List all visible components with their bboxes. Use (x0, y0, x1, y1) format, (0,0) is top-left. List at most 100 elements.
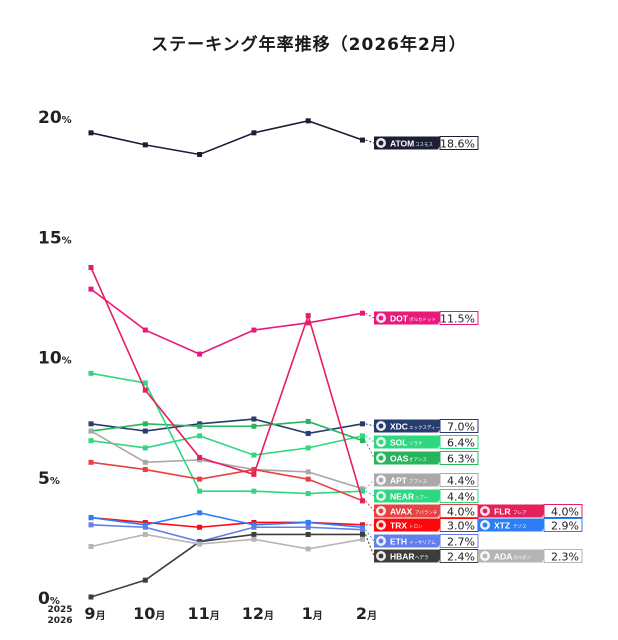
tag-value-box (543, 549, 583, 563)
tag-code: FLR (494, 507, 511, 517)
leader-line (365, 440, 375, 459)
tag-background (374, 534, 444, 548)
data-point (142, 467, 148, 473)
data-point (197, 455, 203, 461)
data-point (360, 421, 365, 427)
tag-value: 2.7% (447, 536, 475, 549)
data-point (88, 522, 94, 528)
tag-code: APT (390, 476, 408, 486)
tag-name: トロン (409, 524, 423, 530)
data-point (88, 130, 94, 136)
data-point (305, 418, 311, 424)
leader-line (365, 139, 375, 144)
data-point (305, 118, 311, 124)
legend-tag-trx: TRX トロン 3.0% (365, 518, 479, 533)
icon-dot (378, 553, 384, 559)
tag-code: XDC (390, 422, 408, 432)
y-tick-label: 15% (38, 228, 72, 248)
icon-dot (378, 508, 384, 514)
tag-name: アバランチ (415, 510, 438, 516)
icon-dot (378, 538, 384, 544)
tag-value: 4.4% (447, 475, 475, 488)
icon-dot (482, 522, 488, 528)
data-point (305, 469, 311, 475)
data-point (88, 370, 94, 376)
data-point (305, 476, 311, 482)
series-line-dot (90, 288, 363, 355)
tag-background (374, 451, 444, 465)
data-point (142, 421, 148, 427)
tag-value-box (439, 419, 479, 433)
series-line-avax (90, 461, 363, 502)
tag-name: ニアー (415, 495, 429, 501)
legend-tag-avax: AVAX アバランチ 4.0% (365, 500, 479, 519)
tag-background (374, 518, 444, 532)
tag-value-box (439, 311, 479, 325)
legend-tags: ATOM コスモス 18.6% DOT ポルカドット 11.5% XDC エックスディーシー7… (365, 136, 583, 564)
data-point (142, 142, 148, 148)
tag-value-box (439, 473, 479, 487)
x-tick-label: 11月 (187, 604, 219, 623)
data-point (88, 265, 94, 271)
legend-tag-xtz: XTZ テゾス 2.9% (478, 518, 583, 533)
legend-tag-oas: OAS オアシス 6.3% (365, 440, 479, 466)
tag-name: コスモス (415, 142, 433, 148)
tag-name: カルダノ (513, 554, 531, 561)
data-point (305, 313, 311, 319)
data-point (197, 423, 203, 429)
tag-value-box (439, 489, 479, 503)
icon-dot (378, 455, 384, 461)
y-tick-label: 20% (38, 108, 72, 128)
icon-dot (378, 423, 384, 429)
data-point (88, 286, 94, 292)
data-point (305, 491, 311, 497)
tag-code: ETH (390, 537, 407, 547)
tag-value-box (439, 451, 479, 465)
leader-line (365, 529, 375, 542)
tag-background (478, 504, 548, 518)
legend-tag-dot: DOT ポルカドット 11.5% (365, 311, 479, 326)
data-point (142, 327, 148, 333)
series-line-flr (90, 267, 364, 502)
data-point (88, 594, 94, 600)
data-point (360, 531, 365, 537)
tag-background (478, 549, 548, 563)
series-lines (88, 118, 365, 600)
leader-line (365, 534, 375, 557)
icon-dot (482, 508, 488, 514)
data-point (360, 488, 365, 494)
tag-background (374, 435, 444, 449)
series-line-hbar (90, 533, 363, 598)
tag-value-box (439, 435, 479, 449)
chart-title: ステーキング年率推移（2026年2月） (151, 35, 467, 55)
icon-dot (378, 493, 384, 499)
data-point (251, 471, 257, 477)
data-point (305, 445, 311, 451)
tag-value: 4.0% (447, 506, 475, 519)
leader-line (365, 500, 375, 512)
icon-dot (378, 315, 384, 321)
tag-background (374, 136, 444, 150)
tag-value: 2.4% (447, 551, 475, 564)
data-point (142, 531, 148, 537)
tag-value: 4.4% (447, 491, 475, 504)
data-point (360, 438, 365, 444)
data-point (142, 428, 148, 434)
series-line-ada (90, 533, 363, 550)
leader-line (365, 312, 375, 319)
icon-dot (378, 477, 384, 483)
data-point (142, 445, 148, 451)
x-year-label: 2026 (47, 616, 72, 626)
x-tick-label: 2月 (356, 604, 377, 623)
data-point (251, 467, 257, 473)
icon-dot (378, 140, 384, 146)
tag-name: ヘデラ (415, 554, 429, 561)
data-point (88, 459, 94, 465)
data-point (142, 380, 148, 386)
data-point (197, 510, 203, 516)
data-point (360, 433, 365, 439)
legend-tag-flr: FLR フレア 4.0% (478, 504, 583, 519)
tag-background (374, 504, 444, 518)
